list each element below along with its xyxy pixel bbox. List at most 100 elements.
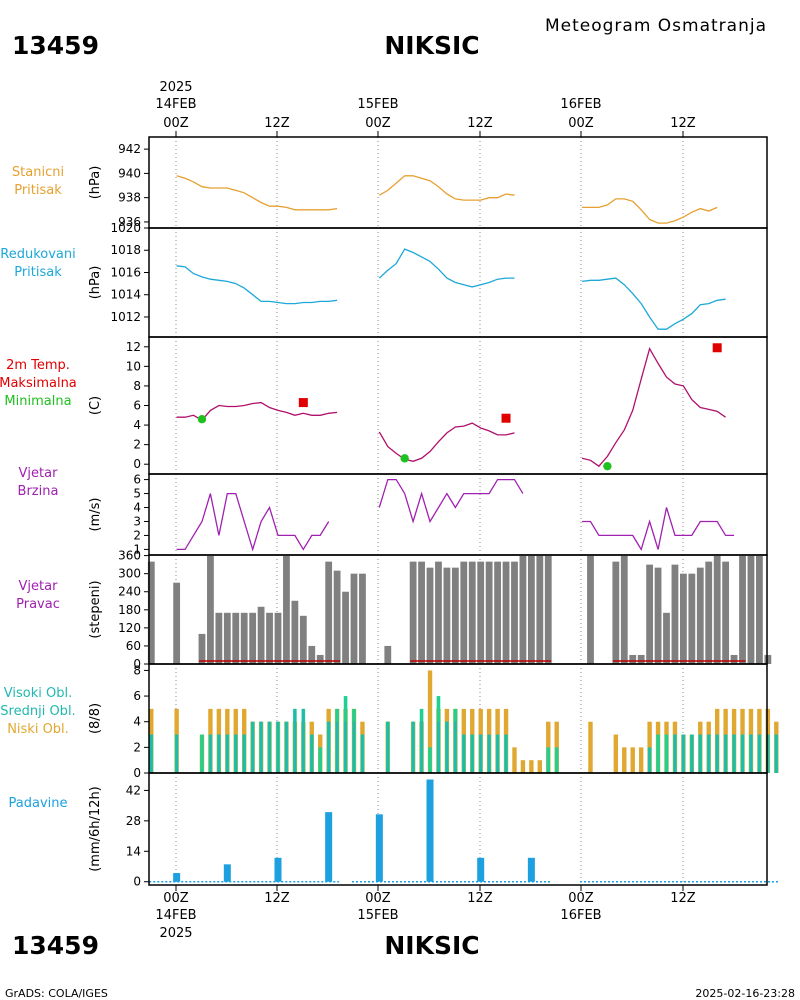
wind-direction-bar [308,645,316,664]
panel-6: 0 2 4 6 8 (8/8) Visoki Obl. Srednji Obl. Niski O… [0,663,779,780]
wind-direction-bar [359,573,366,664]
cloud-bar [656,734,660,773]
series-line [378,478,524,524]
hour-label-bottom-4: 12Z [467,891,493,906]
panel-label-line: Minimalna [4,394,71,409]
wind-direction-bar [679,573,687,664]
wind-direction-bar [646,564,654,664]
wind-direction-bar [468,561,476,664]
wind-direction-bar [274,612,282,664]
credit-label: GrADS: COLA/IGES [5,987,108,1000]
panel-label-line: Pritisak [14,265,62,280]
panel-label-line: Stanicni [12,165,64,180]
wind-direction-bar [747,555,755,664]
y-tick-label: 936 [118,215,141,229]
panel-label-line: Padavine [9,796,68,811]
cloud-bar [226,734,229,773]
cloud-bar [335,721,339,773]
y-tick-label: 0 [133,766,141,780]
y-tick-label: 3 [133,514,141,528]
panel-label-line: Niski Obl. [7,722,69,737]
series-line [176,492,330,552]
panel-label-line: Vjetar [19,466,59,481]
y-tick-label: 4 [133,418,141,432]
wind-direction-bar [283,555,290,664]
station-name-bottom: NIKSIC [384,931,479,960]
wind-direction-bar [688,573,696,664]
y-tick-label: 10 [126,359,141,373]
series-line [176,175,338,211]
wind-direction-bar [637,654,645,664]
panel-label-line: Pravac [16,597,60,612]
y-tick-label: 1 [133,542,141,556]
cloud-bar [682,734,685,773]
cloud-bar [352,721,356,773]
panel-label-line: Srednji Obl. [0,704,75,719]
wind-direction-bar [663,612,670,664]
y-tick-label: 2 [133,528,141,542]
wind-direction-bar [435,561,442,664]
precip-bar [274,857,282,882]
wind-direction-bar [198,633,206,664]
series-line [581,347,726,468]
y-tick-label: 6 [133,399,141,413]
cloud-bar [496,734,499,773]
y-tick-label: 4 [133,715,141,729]
unit-label: (hPa) [88,266,103,300]
cloud-bar [622,747,627,773]
y-tick-label: 120 [118,621,141,635]
cloud-bar [217,734,221,773]
cloud-bar [428,747,432,773]
wind-direction-bar [544,555,552,664]
y-tick-label: 1018 [110,243,141,257]
wind-direction-bar [722,561,730,664]
cloud-bar [150,734,153,773]
cloud-bar [520,760,526,773]
wind-direction-bar [249,612,257,664]
cloud-bar [732,734,736,773]
wind-direction-bar [215,612,223,664]
cloud-bar [647,721,652,773]
wind-direction-bar [730,654,738,664]
unit-label: (mm/6h/12h) [88,786,103,872]
cloud-bar [749,734,753,773]
panel-frame [148,227,768,338]
y-tick-label: 12 [126,340,141,354]
hour-label-top-6: 12Z [670,116,696,131]
panel-1: 936 938 940 942 (hPa) Stanicni Pritisak [12,136,768,229]
cloud-bar [554,721,559,773]
wind-direction-bar [739,555,746,664]
wind-direction-bar [654,567,662,664]
wind-direction-bar [451,567,459,664]
min-temp-marker [197,415,207,424]
cloud-bar [546,747,551,773]
hour-label-bottom-6: 12Z [670,891,696,906]
wind-direction-bar [342,591,349,664]
cloud-bar [175,734,178,773]
cloud-bar [344,721,347,773]
cloud-bar [445,721,449,773]
y-tick-label: 8 [133,379,141,393]
cloud-bar [471,734,474,773]
y-tick-label: 1020 [110,221,141,235]
hour-label-top-3: 00Z [365,116,391,131]
product-title: Meteogram Osmatranja [545,16,767,36]
cloud-bar [546,721,551,773]
panel-3: 0 2 4 6 8 10 12 (C) 2m Temp. Maksimalna Minimalna [0,336,768,475]
wind-direction-bar [257,606,265,664]
cloud-bar [630,747,635,773]
cloud-bar [648,747,651,773]
y-tick-label: 0 [133,457,141,471]
cloud-bar [276,721,280,773]
wind-direction-bar [350,573,358,664]
wind-direction-bar [629,654,637,664]
y-tick-label: 6 [133,473,141,487]
cloud-bar [259,721,263,773]
cloud-bar [512,747,517,773]
cloud-bar [462,734,466,773]
wind-direction-bar [325,561,333,664]
y-tick-label: 180 [118,603,141,617]
precip-bar [477,857,485,882]
wind-direction-bar [291,600,299,664]
cloud-bar [724,734,727,773]
